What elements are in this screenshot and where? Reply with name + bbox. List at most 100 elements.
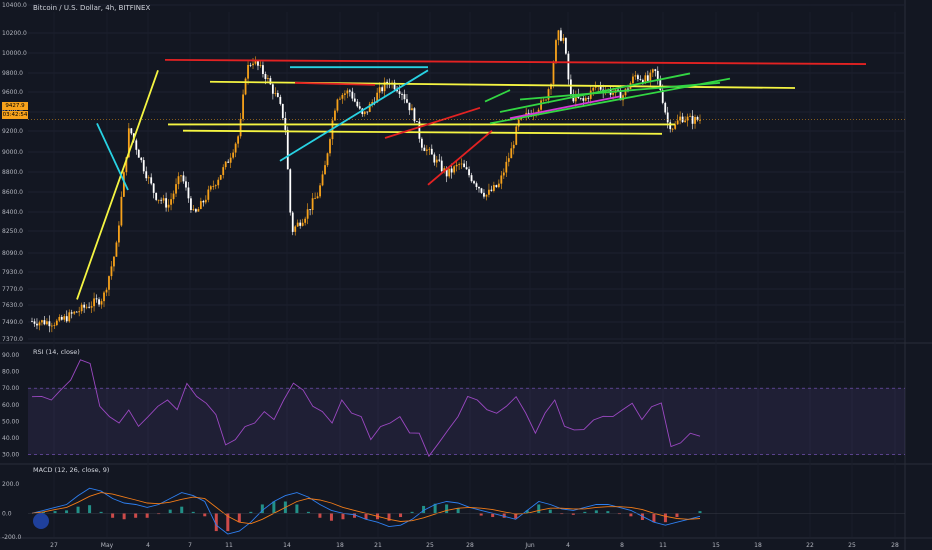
candle-body <box>182 175 185 182</box>
x-tick-label: Jun <box>524 542 535 549</box>
candle-body <box>450 168 453 173</box>
candle-body <box>142 160 145 172</box>
candle-body <box>433 154 436 163</box>
candle-body <box>152 183 155 193</box>
candle-body <box>281 103 284 118</box>
candle-body <box>339 98 341 100</box>
red-trendline <box>384 106 481 139</box>
macd-histogram-bar <box>606 511 610 514</box>
macd-histogram-bar <box>652 513 656 523</box>
candle-body <box>187 187 190 199</box>
x-axis: 27 May 4 7 11 14 18 21 25 28 Jun 4 8 11 15 18 22 25 28 <box>50 542 899 549</box>
x-tick-label: 4 <box>146 542 150 549</box>
candle-body <box>406 99 408 103</box>
candle-body <box>565 38 567 54</box>
candle-body <box>537 109 540 113</box>
candle-body <box>691 115 694 124</box>
x-tick-label: 25 <box>426 542 434 549</box>
candle-body <box>378 87 381 93</box>
candle-body <box>435 159 438 163</box>
candle-body <box>274 92 277 94</box>
rsi-tick-label: 80.00 <box>2 369 19 376</box>
candle-body <box>105 289 108 293</box>
x-tick-label: 28 <box>466 542 474 549</box>
y-tick-label: 9600.0 <box>2 89 23 96</box>
candle-body <box>237 136 240 144</box>
candle-body <box>170 199 172 205</box>
candle-body <box>574 94 577 102</box>
rsi-tick-label: 30.00 <box>2 452 19 459</box>
candle-body <box>204 199 207 203</box>
candle-body <box>194 209 197 212</box>
candle-body <box>634 75 637 77</box>
x-tick-label: 7 <box>188 542 192 549</box>
x-tick-label: 14 <box>283 542 291 549</box>
candle-body <box>48 321 51 327</box>
candle-body <box>512 144 515 149</box>
candle-body <box>267 78 269 79</box>
x-tick-label: 25 <box>848 542 856 549</box>
candle-body <box>165 198 167 208</box>
candle-body <box>641 79 644 84</box>
candle-body <box>411 108 413 111</box>
candle-body <box>98 299 100 305</box>
candle-body <box>137 149 140 158</box>
candle-body <box>125 157 128 173</box>
candle-body <box>403 94 406 100</box>
candle-body <box>684 120 687 123</box>
candle-body <box>113 256 115 267</box>
macd-histogram-bar <box>341 513 345 520</box>
candle-body <box>341 94 344 99</box>
candle-body <box>624 88 627 96</box>
candle-body <box>346 90 349 94</box>
candle-body <box>329 139 331 154</box>
macd-histogram-bar <box>399 513 403 518</box>
green-trendline <box>519 81 721 101</box>
candle-body <box>488 189 490 195</box>
candle-body <box>557 30 560 41</box>
macd-histogram-bar <box>237 513 241 523</box>
candle-body <box>259 65 262 66</box>
yellow-trendline <box>182 129 663 135</box>
macd-histogram-bar <box>157 513 161 515</box>
candle-body <box>73 311 76 314</box>
candle-body <box>70 312 73 314</box>
macd-panel <box>28 487 905 535</box>
x-tick-label: 18 <box>754 542 762 549</box>
macd-histogram-bar <box>698 511 702 514</box>
candle-body <box>619 90 622 101</box>
candle-body <box>150 177 153 184</box>
cyan-trendline <box>96 123 129 191</box>
y-tick-label: 9000.0 <box>2 149 23 156</box>
candle-body <box>180 175 182 177</box>
candle-body <box>172 193 175 200</box>
macd-histogram-bar <box>306 511 310 514</box>
candle-body <box>455 164 458 167</box>
macd-histogram-bar <box>318 513 322 518</box>
candle-body <box>279 96 282 104</box>
candle-body <box>306 209 309 219</box>
candle-body <box>108 276 110 290</box>
candle-body <box>93 298 95 307</box>
rsi-label: RSI (14, close) <box>33 348 80 356</box>
candle-body <box>219 174 222 180</box>
macd-label: MACD (12, 26, close, 9) <box>33 466 110 474</box>
candle-body <box>227 161 230 163</box>
candle-body <box>160 199 163 201</box>
y-tick-label: 9200.0 <box>2 128 23 135</box>
x-tick-label: 8 <box>620 542 624 549</box>
candle-body <box>311 198 314 210</box>
candle-body <box>679 116 682 121</box>
macd-histogram-bar <box>491 513 495 518</box>
candle-body <box>301 222 304 226</box>
candle-body <box>694 117 696 124</box>
candle-body <box>666 112 669 123</box>
macd-histogram-bar <box>433 503 437 514</box>
yellow-trendline <box>76 70 159 300</box>
candle-body <box>562 38 565 41</box>
macd-histogram-bar <box>502 513 506 518</box>
y-tick-label: 7630.0 <box>2 302 23 309</box>
y-tick-label: 7370.0 <box>2 336 23 343</box>
tradingview-logo-icon[interactable] <box>33 513 49 529</box>
